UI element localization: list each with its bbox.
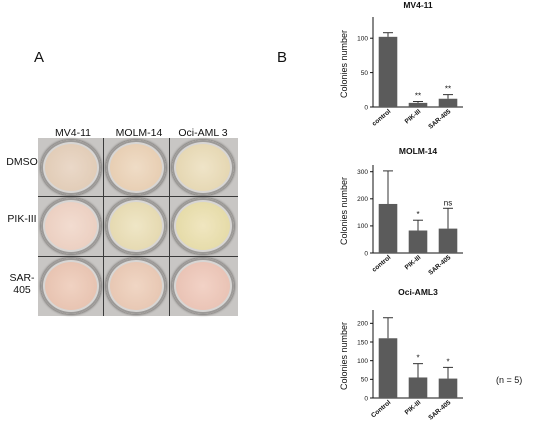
well-oci-aml3-sar-405 [172, 258, 234, 314]
column-label-oci-aml3: Oci-AML 3 [178, 127, 228, 139]
bar-control [378, 36, 398, 107]
y-axis-label: Colonies number [339, 30, 349, 98]
y-tick-label: 300 [357, 169, 368, 176]
significance-sar-405: * [446, 357, 449, 366]
row-label-sar-405: SAR-405 [9, 272, 35, 296]
grid-divider-horizontal [38, 196, 238, 197]
well-mv4-11-sar-405 [41, 258, 101, 314]
category-label-sar-405: SAR-405 [427, 399, 452, 422]
category-label-control: control [371, 254, 393, 274]
category-label-pik-iii: PIK-III [404, 254, 423, 271]
chart-title: MOLM-14 [399, 146, 438, 156]
y-tick-label: 50 [361, 70, 369, 77]
significance-pik-iii: * [416, 354, 419, 363]
well-molm-14-dmso [106, 140, 166, 195]
bar-chart-molm-14: MOLM-14 Colonies number 0 100 200 300 control *… [339, 146, 463, 277]
grid-divider-vertical [169, 138, 170, 316]
grid-divider-vertical [103, 138, 104, 316]
bar-chart-oci-aml3: Oci-AML3 Colonies number 0 50 100 150 200 Contr… [339, 287, 463, 422]
chart-title: MV4-11 [403, 0, 433, 10]
chart-title: Oci-AML3 [398, 287, 438, 297]
significance-pik-iii: ** [415, 91, 421, 100]
category-label-sar-405: SAR-405 [427, 254, 452, 277]
bar-sar-405 [438, 378, 458, 398]
well-mv4-11-dmso [41, 140, 101, 195]
y-tick-label: 50 [361, 377, 369, 384]
row-label-pik-iii: PIK-III [7, 213, 37, 225]
y-tick-label: 0 [364, 250, 368, 257]
sample-size-note: (n = 5) [496, 375, 523, 385]
well-oci-aml3-pik-iii [172, 198, 234, 254]
well-mv4-11-pik-iii [41, 198, 101, 254]
y-tick-label: 100 [357, 223, 368, 230]
bar-pik-iii [408, 377, 428, 398]
y-axis-label: Colonies number [339, 177, 349, 245]
y-axis-label: Colonies number [339, 322, 349, 390]
column-label-molm-14: MOLM-14 [115, 127, 163, 139]
bar-control [378, 338, 398, 398]
well-oci-aml3-dmso [172, 140, 234, 195]
bar-sar-405 [438, 98, 458, 107]
significance-sar-405: ** [445, 85, 451, 94]
bar-sar-405 [438, 228, 458, 253]
category-label-pik-iii: PIK-III [404, 399, 423, 416]
y-tick-label: 200 [357, 196, 368, 203]
y-tick-label: 200 [357, 321, 368, 328]
category-label-pik-iii: PIK-III [404, 108, 423, 125]
y-tick-label: 0 [364, 104, 368, 111]
colony-plate-photo [38, 138, 238, 316]
bar-control [378, 203, 398, 253]
bar-chart-mv4-11: MV4-11 Colonies number 0 50 100 control ** PIK-… [339, 0, 463, 131]
y-tick-label: 100 [357, 358, 368, 365]
category-label-control: Control [370, 399, 392, 419]
significance-sar-405: ns [444, 198, 452, 207]
category-label-control: control [371, 108, 393, 128]
grid-divider-horizontal [38, 256, 238, 257]
panel-a-letter: A [34, 49, 45, 66]
column-label-mv4-11: MV4-11 [55, 127, 91, 139]
y-tick-label: 0 [364, 395, 368, 402]
y-tick-label: 100 [357, 36, 368, 43]
well-molm-14-sar-405 [106, 258, 166, 314]
category-label-sar-405: SAR-405 [427, 108, 452, 131]
y-tick-label: 150 [357, 339, 368, 346]
bar-pik-iii [408, 230, 428, 253]
well-molm-14-pik-iii [106, 198, 166, 254]
row-label-dmso: DMSO [6, 156, 38, 168]
panel-b-letter: B [277, 49, 288, 66]
significance-pik-iii: * [416, 210, 419, 219]
bar-pik-iii [408, 102, 428, 107]
